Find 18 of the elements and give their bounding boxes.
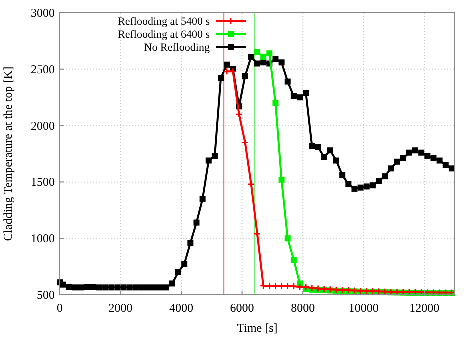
y-tick-label: 1500 xyxy=(31,175,55,190)
legend-label: Reflooding at 6400 s xyxy=(118,29,210,41)
x-tick-label: 6000 xyxy=(230,301,254,315)
x-tick-label: 12000 xyxy=(410,301,440,315)
x-axis-title: Time [s] xyxy=(237,321,278,335)
y-tick-label: 2000 xyxy=(31,118,55,133)
y-axis-title: Cladding Temperature at the top [K] xyxy=(1,66,15,242)
y-tick-label: 500 xyxy=(37,288,55,302)
y-tick-label: 2500 xyxy=(31,62,55,76)
x-tick-label: 10000 xyxy=(348,301,379,315)
x-tick-label: 0 xyxy=(57,301,63,315)
x-tick-label: 2000 xyxy=(108,301,133,315)
y-tick-label: 3000 xyxy=(31,6,55,20)
x-tick-label: 4000 xyxy=(170,301,194,315)
y-tick-label: 1000 xyxy=(31,232,55,246)
legend-label: Reflooding at 5400 s xyxy=(118,16,210,28)
x-tick-label: 8000 xyxy=(291,301,316,315)
legend-label: No Reflooding xyxy=(144,42,210,54)
